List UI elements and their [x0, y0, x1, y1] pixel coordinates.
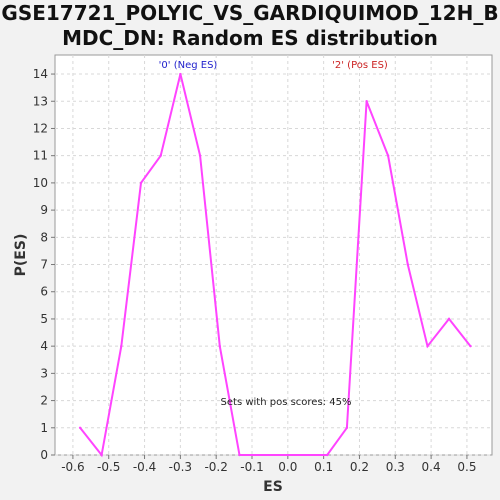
x-axis-label: ES [263, 479, 283, 495]
x-tick-label: -0.2 [204, 460, 227, 474]
data-point [406, 263, 410, 266]
y-tick-label: 12 [33, 121, 48, 135]
y-tick-label: 5 [40, 312, 48, 326]
x-tick-label: -0.4 [133, 460, 156, 474]
data-point [386, 154, 390, 157]
data-point [365, 100, 368, 103]
data-point [159, 154, 162, 157]
y-tick-label: 13 [33, 94, 48, 108]
y-axis-label: P(ES) [13, 234, 29, 277]
x-tick-label: 0.2 [350, 460, 369, 474]
y-tick-label: 6 [40, 285, 48, 299]
x-tick-label: 0.3 [386, 460, 405, 474]
annotation-pos-score: Sets with pos scores: 45% [221, 397, 352, 408]
y-tick-label: 9 [40, 203, 48, 217]
data-point [139, 181, 143, 185]
plot-area [54, 54, 493, 456]
data-point [345, 426, 349, 429]
data-point [78, 426, 82, 429]
data-point [120, 344, 123, 348]
x-tick-label: -0.5 [97, 460, 120, 474]
data-point [179, 72, 182, 76]
chart-title-line-2: MDC_DN: Random ES distribution [62, 26, 438, 50]
y-tick-label: 10 [33, 176, 48, 190]
x-tick-label: 0.0 [278, 460, 297, 474]
data-point [469, 344, 472, 348]
y-tick-label: 3 [40, 366, 48, 380]
y-tick-label: 4 [40, 339, 48, 353]
x-tick-label: 0.5 [457, 460, 476, 474]
chart-title-line-1: GSE17721_POLYIC_VS_GARDIQUIMOD_12H_B [1, 1, 499, 25]
x-tick-label: -0.3 [169, 460, 192, 474]
data-point [198, 154, 202, 157]
series-points [78, 72, 472, 457]
grid-lines [55, 55, 492, 456]
x-axis-ticks: -0.6 -0.5 -0.4 -0.3 -0.2 -0.1 0.0 0.1 0.2 0.3 0.4 0… [61, 455, 476, 474]
data-point [447, 317, 451, 321]
x-tick-label: -0.1 [240, 460, 263, 474]
y-tick-label: 8 [40, 230, 48, 244]
y-tick-label: 0 [40, 448, 48, 462]
annotation-pos-es: '2' (Pos ES) [332, 60, 388, 71]
y-tick-label: 11 [33, 149, 48, 163]
y-tick-label: 1 [40, 421, 48, 435]
data-point [238, 453, 241, 457]
data-point [218, 344, 221, 348]
y-tick-label: 7 [40, 258, 48, 272]
annotation-neg-es: '0' (Neg ES) [159, 60, 218, 71]
data-point [326, 453, 329, 457]
data-point [426, 344, 429, 348]
y-tick-label: 2 [40, 394, 48, 408]
x-tick-label: 0.4 [422, 460, 441, 474]
y-tick-label: 14 [33, 67, 48, 81]
data-point [100, 453, 103, 457]
x-tick-label: 0.1 [314, 460, 333, 474]
x-tick-label: -0.6 [61, 460, 84, 474]
